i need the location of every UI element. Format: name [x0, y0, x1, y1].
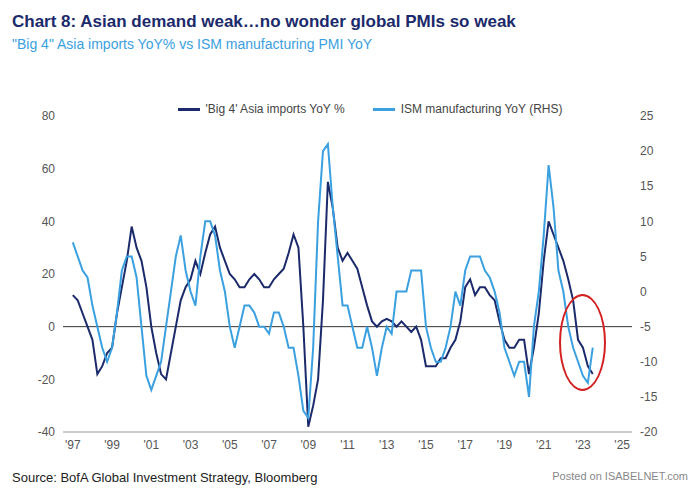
html-text:ISM manufacturing YoY (RHS): ISM manufacturing YoY (RHS): [400, 102, 563, 116]
svg-text:-20: -20: [640, 425, 658, 439]
html-text:Source: BofA Global Investment: Source: BofA Global Investment Strategy,…: [12, 470, 318, 485]
svg-text:-20: -20: [38, 373, 56, 387]
svg-text:'25: '25: [614, 438, 630, 452]
svg-text:'17: '17: [457, 438, 473, 452]
svg-text:'13: '13: [379, 438, 395, 452]
svg-text:'99: '99: [104, 438, 120, 452]
svg-text:40: 40: [42, 215, 56, 229]
svg-text:-40: -40: [38, 425, 56, 439]
svg-text:-15: -15: [640, 390, 658, 404]
svg-text:'23: '23: [575, 438, 591, 452]
svg-text:60: 60: [42, 162, 56, 176]
html-text:Posted on ISABELNET.com: Posted on ISABELNET.com: [552, 470, 688, 482]
svg-text:'19: '19: [497, 438, 513, 452]
svg-text:'15: '15: [418, 438, 434, 452]
html-text:'Big 4' Asia imports YoY %: 'Big 4' Asia imports YoY %: [205, 102, 345, 116]
svg-text:0: 0: [640, 285, 647, 299]
html-text:Chart 8: Asian demand weak…no: Chart 8: Asian demand weak…no wonder glo…: [12, 12, 516, 31]
svg-text:'21: '21: [536, 438, 552, 452]
svg-text:'97: '97: [65, 438, 81, 452]
svg-text:'03: '03: [183, 438, 199, 452]
svg-text:15: 15: [640, 179, 654, 193]
svg-text:'01: '01: [143, 438, 159, 452]
svg-text:5: 5: [640, 250, 647, 264]
html-text:"Big 4" Asia imports YoY% vs I: "Big 4" Asia imports YoY% vs ISM manufac…: [12, 36, 373, 52]
svg-text:'07: '07: [261, 438, 277, 452]
svg-text:20: 20: [640, 144, 654, 158]
svg-text:'11: '11: [340, 438, 355, 452]
svg-text:-10: -10: [640, 355, 658, 369]
svg-text:80: 80: [42, 109, 56, 123]
svg-text:20: 20: [42, 267, 56, 281]
svg-text:'05: '05: [222, 438, 238, 452]
svg-text:0: 0: [48, 320, 55, 334]
svg-text:-5: -5: [640, 320, 651, 334]
svg-text:25: 25: [640, 109, 654, 123]
svg-text:'09: '09: [300, 438, 316, 452]
svg-text:10: 10: [640, 215, 654, 229]
